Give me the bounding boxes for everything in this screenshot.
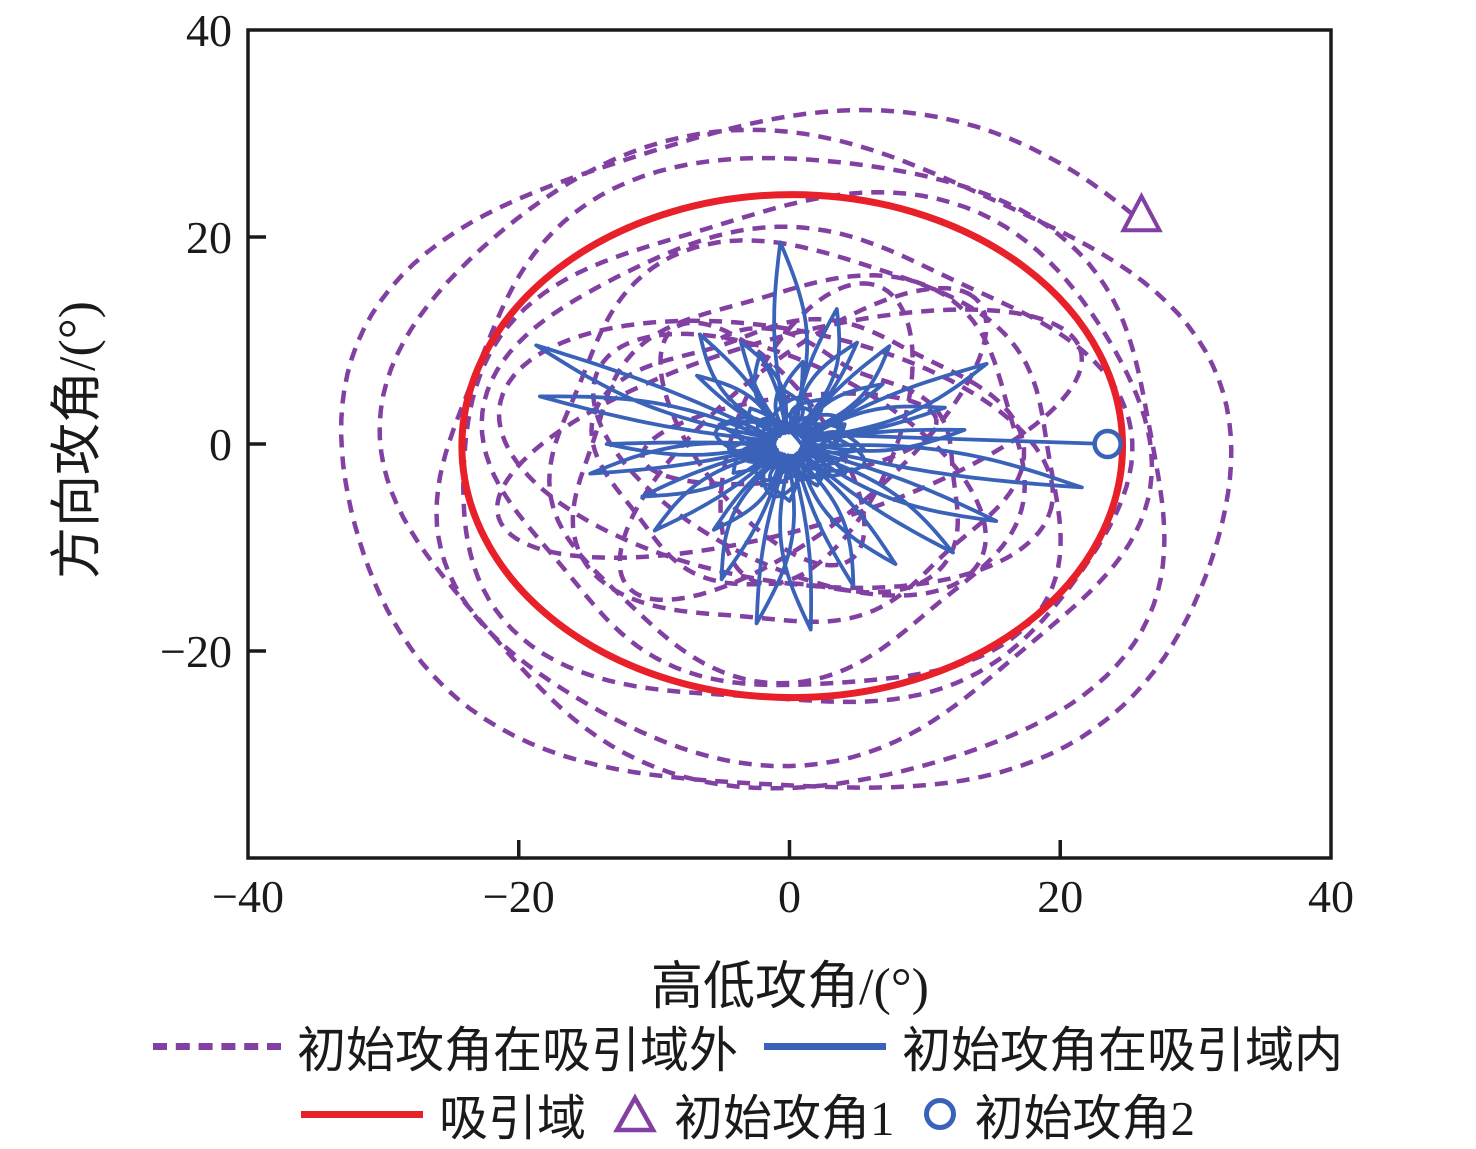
x-tick-label: 0 bbox=[778, 871, 801, 922]
initial-aoa-2-marker bbox=[1092, 428, 1123, 460]
y-tick-label: 0 bbox=[209, 419, 232, 470]
legend-triangle-marker-icon bbox=[613, 1093, 657, 1133]
legend-sample-outside-trajectory bbox=[152, 1042, 281, 1050]
legend-row-2: 吸引域 初始攻角1 初始攻角2 bbox=[10, 1084, 1476, 1146]
legend-sample-attraction-domain bbox=[300, 1110, 423, 1118]
y-axis-label: 方向攻角/(°) bbox=[49, 301, 107, 579]
y-tick-label: 40 bbox=[186, 5, 232, 56]
plot-border bbox=[246, 28, 1333, 860]
initial-aoa-1-marker bbox=[1120, 192, 1163, 233]
y-tick-label: 20 bbox=[186, 212, 232, 263]
legend-circle-marker-icon bbox=[923, 1098, 956, 1130]
legend-label-initial-aoa-1: 初始攻角1 bbox=[673, 1090, 895, 1146]
legend-sample-inside-trajectory bbox=[764, 1042, 886, 1050]
y-tick-label: −20 bbox=[160, 626, 232, 677]
legend-label-inside-trajectory: 初始攻角在吸引域内 bbox=[902, 1022, 1344, 1078]
x-tick-label: 20 bbox=[1037, 871, 1083, 922]
legend-label-attraction-domain: 吸引域 bbox=[438, 1090, 586, 1146]
x-axis-label: 高低攻角/(°) bbox=[651, 959, 929, 1016]
legend-label-outside-trajectory: 初始攻角在吸引域外 bbox=[296, 1022, 738, 1078]
legend-label-initial-aoa-2: 初始攻角2 bbox=[974, 1090, 1196, 1146]
inside-trajectory bbox=[534, 240, 1108, 632]
x-tick-label: 40 bbox=[1308, 871, 1354, 922]
legend-row-1: 初始攻角在吸引域外 初始攻角在吸引域内 bbox=[10, 1014, 1476, 1078]
x-tick-label: −20 bbox=[483, 871, 555, 922]
x-tick-label: −40 bbox=[212, 871, 284, 922]
